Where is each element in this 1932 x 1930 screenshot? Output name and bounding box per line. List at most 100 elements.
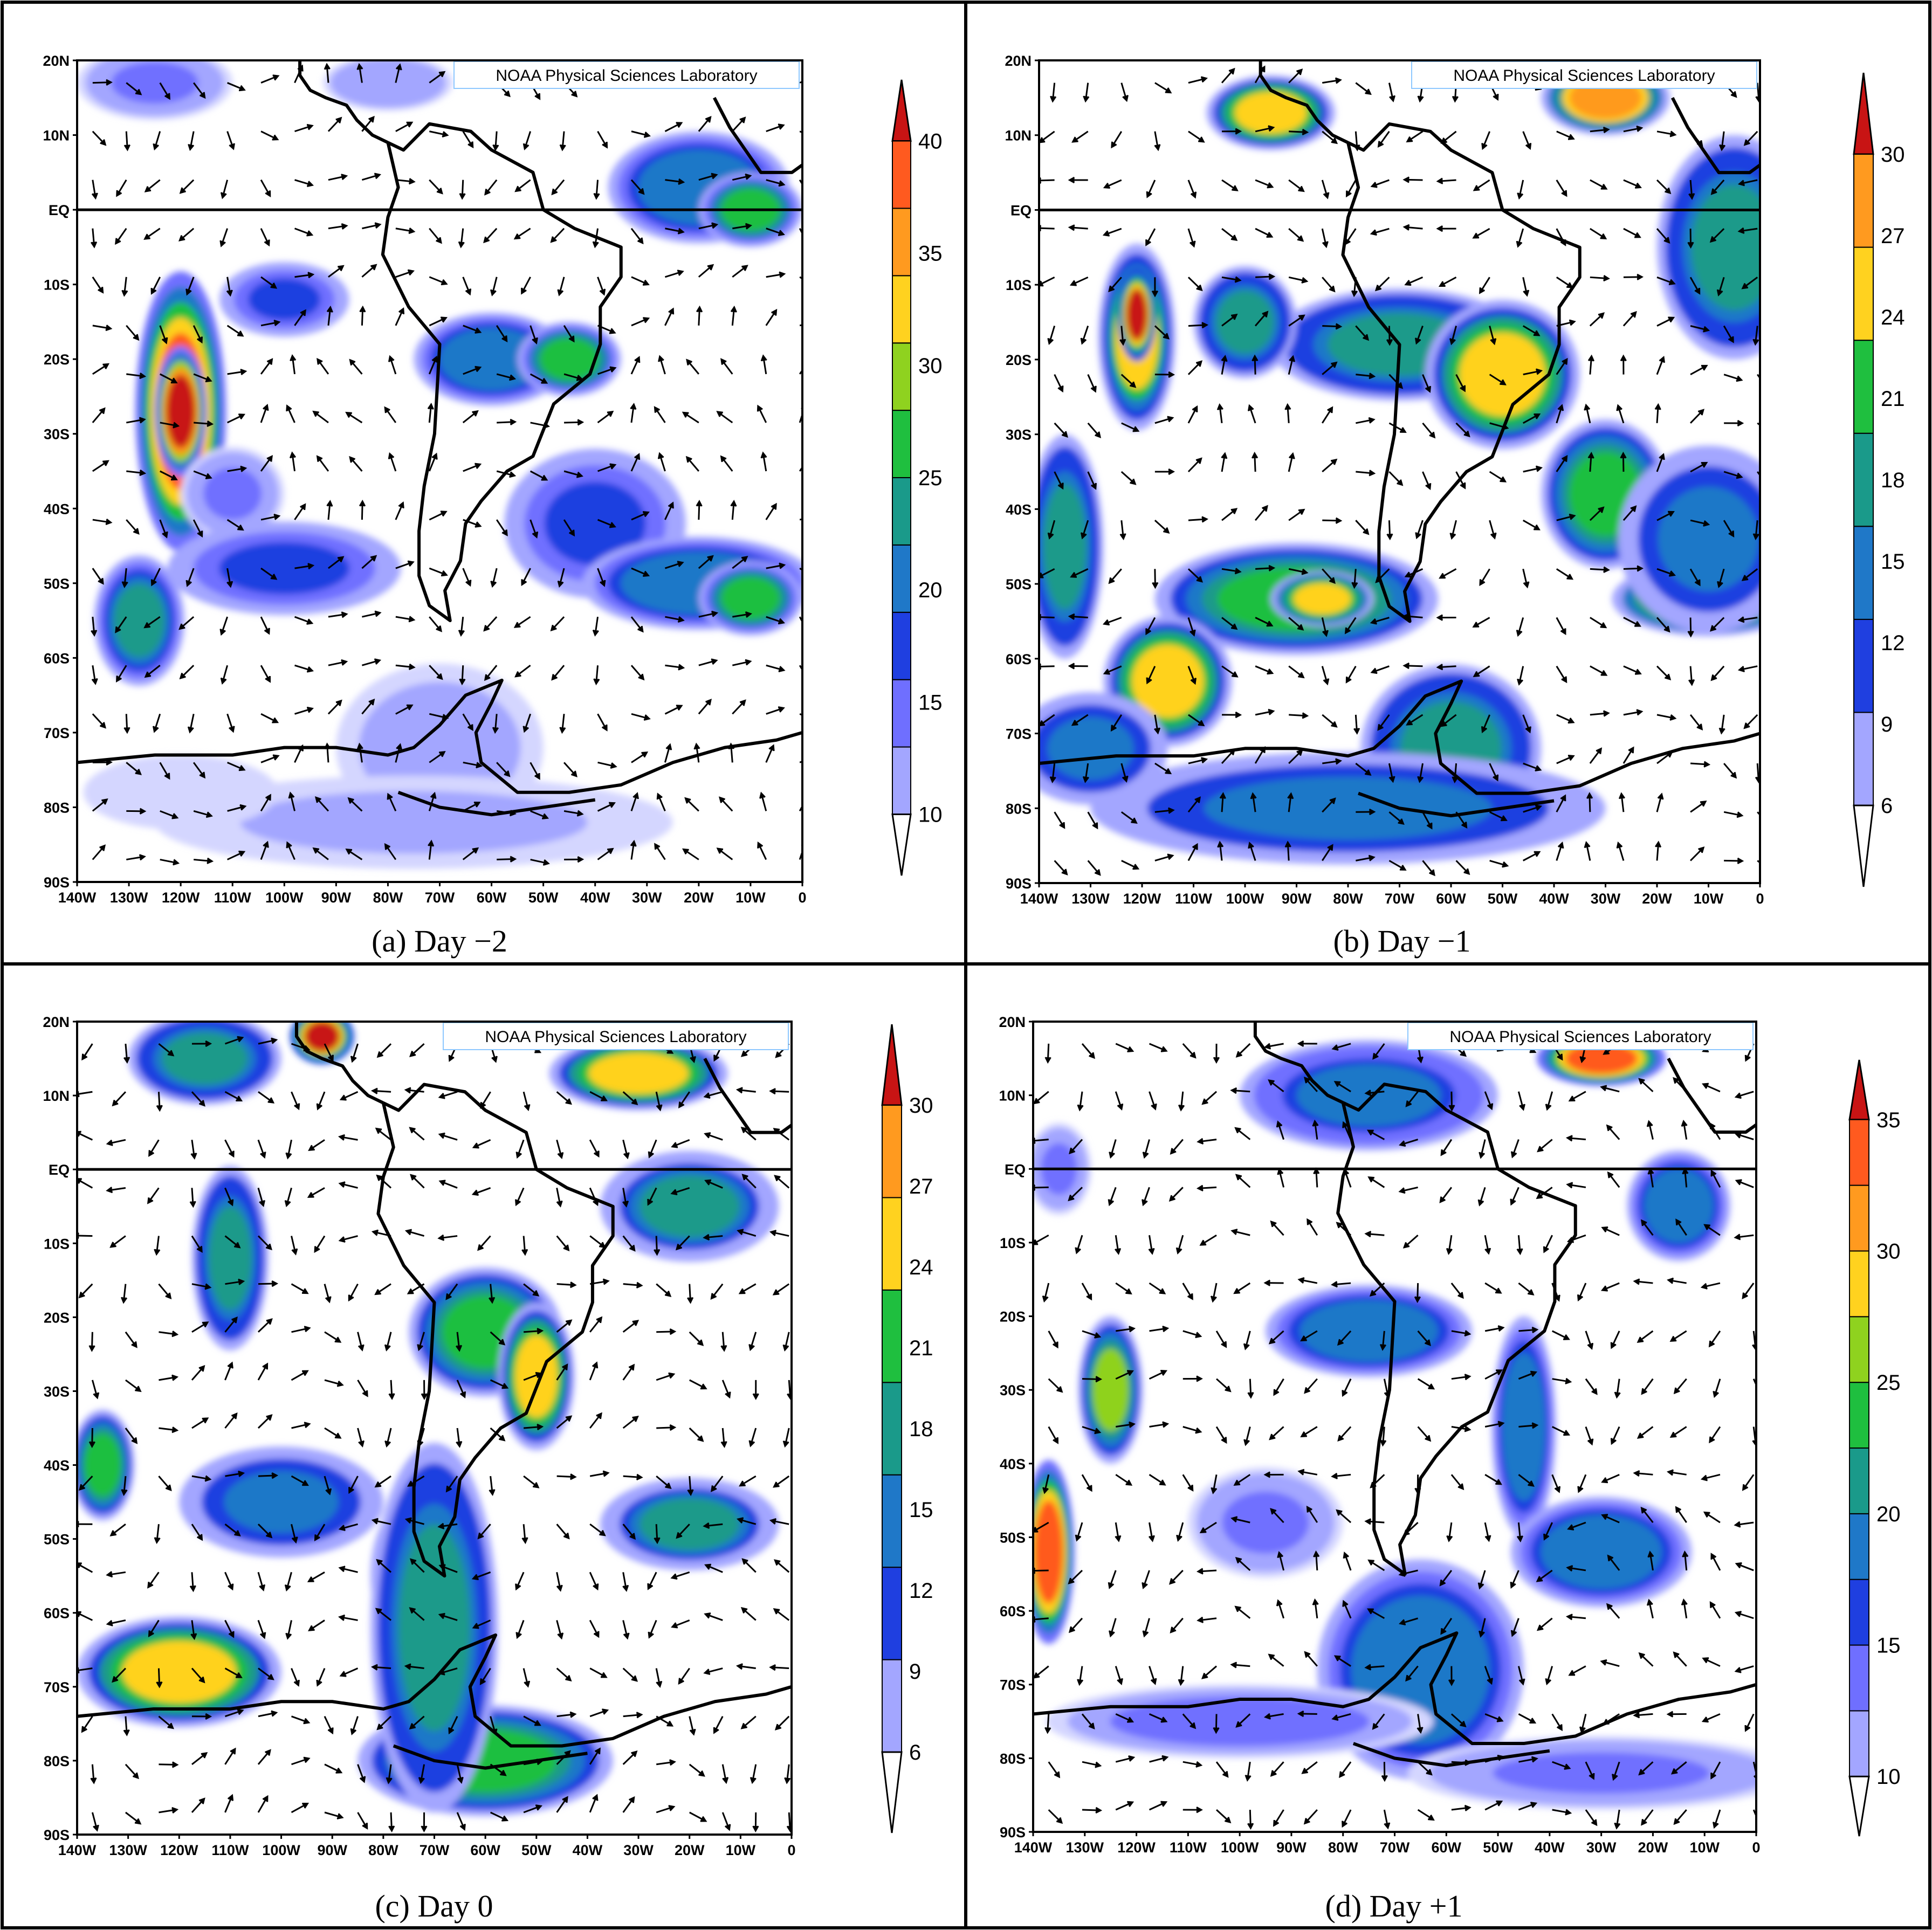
x-tick-label: 80W (1328, 1839, 1358, 1856)
colorbar-segment (892, 410, 911, 478)
x-tick-label: 60W (470, 1842, 500, 1858)
colorbar-tick-label: 24 (909, 1256, 933, 1279)
colorbar-tick-label: 18 (1881, 468, 1905, 492)
y-tick-label: 10N (43, 1088, 70, 1104)
x-tick-label: 120W (160, 1842, 198, 1858)
colorbar-tick-label: 15 (1876, 1634, 1901, 1658)
wind-speed-contour (114, 584, 165, 657)
x-tick-label: 20W (684, 890, 714, 906)
colorbar-tick-label: 30 (918, 354, 943, 378)
colorbar-tick-label: 12 (909, 1579, 933, 1603)
wind-speed-contour (1047, 717, 1134, 780)
x-tick-label: 100W (265, 890, 304, 906)
x-tick-label: 90W (1276, 1839, 1307, 1856)
wind-speed-contour (639, 1175, 740, 1238)
y-tick-label: 10N (999, 1088, 1026, 1104)
colorbar-segment (892, 275, 911, 344)
colorbar-tick-label: 6 (909, 1741, 921, 1764)
x-tick-label: 100W (1221, 1839, 1259, 1856)
y-tick-label: 70S (44, 1679, 70, 1695)
colorbar-tick-label: 30 (1876, 1239, 1901, 1263)
y-tick-label: EQ (1005, 1161, 1026, 1177)
credit-label: NOAA Physical Sciences Laboratory (1449, 1028, 1711, 1046)
credit-box (453, 61, 800, 89)
colorbar-tick-label: 9 (1881, 713, 1893, 736)
wind-speed-contour (544, 481, 646, 566)
y-tick-label: 40S (44, 1458, 70, 1474)
y-tick-label: 60S (1000, 1603, 1026, 1619)
x-tick-label: 40W (1539, 891, 1569, 907)
x-tick-label: 70W (425, 890, 455, 906)
wind-speed-contour (1293, 583, 1351, 615)
y-tick-label: EQ (49, 202, 70, 218)
x-tick-label: 140W (58, 1842, 97, 1858)
panel-c: NOAA Physical Sciences Laboratory 20N 10N E… (43, 1014, 933, 1924)
colorbar-segment (1853, 154, 1874, 248)
y-tick-label: 90S (44, 874, 70, 891)
colorbar-tick-label: 21 (1881, 387, 1905, 411)
colorbar: 10 15 20 25 30 35 40 (891, 79, 943, 876)
wind-speed-contour (1311, 1305, 1427, 1357)
y-tick-label: 70S (1006, 726, 1032, 742)
y-tick-label: 30S (44, 1383, 70, 1400)
wind-speed-contour (85, 1433, 121, 1497)
x-tick-label: 10W (726, 1842, 756, 1858)
colorbar-tick-label: 35 (1876, 1108, 1901, 1132)
wind-speed-field (77, 1022, 792, 1835)
x-tick-label: 30W (623, 1842, 654, 1858)
wind-speed-contour (1691, 184, 1760, 311)
x-tick-label: 100W (262, 1842, 300, 1858)
continent-outlines (1039, 60, 1760, 818)
wind-speed-contour (122, 1640, 237, 1703)
colorbar-tick-label: 12 (1881, 631, 1905, 655)
credit-label: NOAA Physical Sciences Laboratory (496, 67, 757, 85)
y-tick-label: 40S (1000, 1456, 1026, 1472)
y-tick-label: 20N (1005, 53, 1032, 69)
colorbar-segment (1853, 432, 1874, 527)
y-tick-label: 60S (44, 650, 70, 666)
y-tick-label: 50S (44, 1532, 70, 1548)
panel-caption: (c) Day 0 (375, 1888, 493, 1924)
y-tick-label: 50S (44, 576, 70, 592)
x-tick-label: 30W (1591, 891, 1621, 907)
y-tick-label: 40S (44, 501, 70, 517)
y-tick-label: 80S (44, 799, 70, 816)
colorbar-tick-label: 18 (909, 1417, 933, 1441)
panel-caption: (a) Day −2 (372, 923, 507, 959)
wind-speed-contour (1126, 288, 1148, 341)
wind-speed-contour (398, 1524, 470, 1732)
wind-speed-field (1039, 60, 1760, 883)
colorbar-segment (1849, 1250, 1869, 1318)
colorbar-tick-label: 15 (909, 1498, 933, 1522)
y-tick-label: 20S (44, 351, 70, 368)
wind-speed-contour (166, 375, 196, 449)
wind-speed-contour (1204, 777, 1493, 840)
colorbar-tick-label: 10 (1876, 1765, 1901, 1789)
x-tick-label: 60W (1432, 1839, 1462, 1856)
x-tick-label: 110W (211, 1842, 249, 1858)
x-tick-label: 80W (1333, 891, 1363, 907)
y-tick-label: 20N (43, 1014, 70, 1030)
x-tick-label: 20W (1642, 891, 1672, 907)
colorbar-tick-label: 35 (918, 242, 943, 266)
y-tick-label: 10S (1000, 1235, 1026, 1251)
x-tick-label: 60W (1436, 891, 1466, 907)
y-tick-label: 90S (44, 1827, 70, 1843)
y-tick-label: 80S (44, 1753, 70, 1769)
x-tick-label: 10W (735, 890, 766, 906)
colorbar-segment (1849, 1579, 1869, 1646)
colorbar-tick-label: 30 (1881, 143, 1905, 167)
continent-outlines (77, 60, 802, 817)
colorbar: 10 15 20 25 30 35 (1848, 1059, 1901, 1837)
colorbar-segment (882, 1474, 902, 1568)
x-tick-label: 0 (787, 1842, 795, 1858)
colorbar-tick-label: 25 (918, 466, 943, 490)
y-tick-label: 30S (44, 426, 70, 443)
wind-speed-contour (1131, 1700, 1349, 1742)
continent-outlines (1033, 1022, 1756, 1768)
panel-d: NOAA Physical Sciences Laboratory 20N 10N E… (999, 1014, 1900, 1924)
colorbar-segment (1849, 1119, 1869, 1186)
wind-speed-contour (515, 1335, 558, 1418)
x-tick-label: 40W (573, 1842, 603, 1858)
